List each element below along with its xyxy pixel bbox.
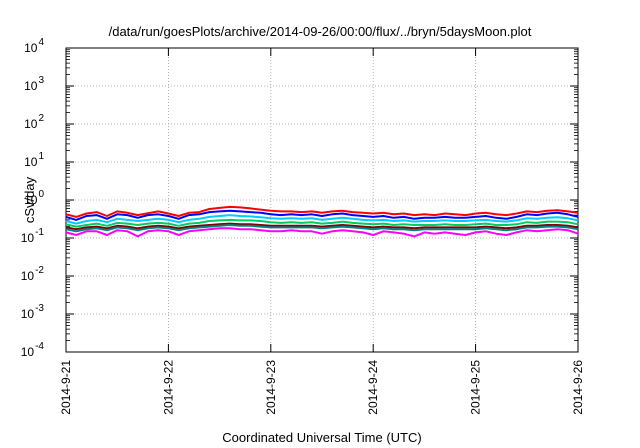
series-line-7 <box>65 227 579 238</box>
grid-lines <box>66 48 578 352</box>
series-line-4 <box>65 218 579 228</box>
y-tick-label: 10-2 <box>21 265 45 283</box>
x-axis-label: Coordinated Universal Time (UTC) <box>222 430 421 445</box>
x-tick-label: 2014-9-21 <box>59 360 73 415</box>
series-line-1 <box>65 205 579 218</box>
series-lines <box>65 205 579 238</box>
y-tick-label: 10-3 <box>21 303 45 321</box>
y-tick-label: 103 <box>24 75 44 93</box>
series-line-2 <box>65 209 579 221</box>
y-tick-label: 10-4 <box>21 341 45 359</box>
x-tick-label: 2014-9-25 <box>469 360 483 415</box>
series-line-3 <box>65 214 579 225</box>
series-line-5 <box>65 222 579 231</box>
y-tick-label: 101 <box>24 151 44 169</box>
y-tick-label: 104 <box>24 37 44 55</box>
y-tick-label: 10-1 <box>21 227 45 245</box>
y-tick-label: 102 <box>24 113 44 131</box>
x-tick-label: 2014-9-24 <box>366 360 380 415</box>
x-tick-label: 2014-9-23 <box>264 360 278 415</box>
x-axis: 2014-9-21 2014-9-22 2014-9-23 2014-9-24 2014… <box>59 48 585 415</box>
series-line-6 <box>65 224 579 233</box>
x-tick-label: 2014-9-22 <box>161 360 175 415</box>
chart-title: /data/run/goesPlots/archive/2014-09-26/0… <box>109 24 532 39</box>
x-tick-label: 2014-9-26 <box>571 360 585 415</box>
y-axis-label: cSv/day <box>22 176 37 223</box>
